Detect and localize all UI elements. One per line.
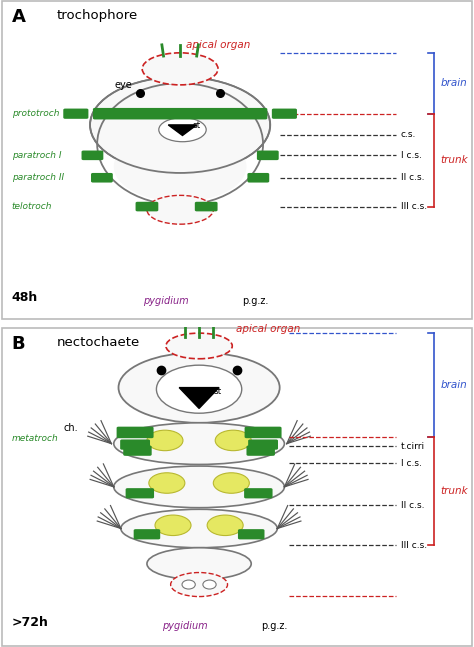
Text: >72h: >72h — [12, 616, 49, 629]
Text: A: A — [12, 8, 26, 26]
FancyBboxPatch shape — [134, 529, 160, 540]
Text: III c.s.: III c.s. — [401, 541, 427, 550]
FancyBboxPatch shape — [246, 446, 275, 455]
FancyBboxPatch shape — [120, 439, 150, 450]
Ellipse shape — [213, 473, 249, 493]
Ellipse shape — [142, 53, 218, 85]
Text: apical organ: apical organ — [186, 40, 250, 50]
Text: pygidium: pygidium — [162, 621, 208, 631]
Text: II c.s.: II c.s. — [401, 173, 424, 182]
Text: metatroch: metatroch — [12, 434, 59, 443]
Ellipse shape — [114, 466, 284, 508]
Text: nectochaete: nectochaete — [57, 336, 140, 349]
Text: p.g.z.: p.g.z. — [261, 621, 287, 631]
Text: brain: brain — [441, 380, 467, 390]
Ellipse shape — [118, 353, 280, 423]
Text: st: st — [193, 121, 201, 130]
FancyBboxPatch shape — [195, 202, 218, 212]
Ellipse shape — [91, 78, 269, 172]
Text: ch.: ch. — [64, 423, 79, 433]
Ellipse shape — [147, 195, 213, 225]
Ellipse shape — [155, 515, 191, 536]
FancyBboxPatch shape — [63, 109, 88, 119]
Text: st: st — [213, 387, 221, 396]
Text: I c.s.: I c.s. — [401, 459, 421, 468]
FancyBboxPatch shape — [93, 108, 267, 120]
Text: c.s.: c.s. — [401, 130, 416, 139]
Ellipse shape — [171, 573, 228, 597]
FancyBboxPatch shape — [272, 109, 297, 119]
FancyBboxPatch shape — [248, 439, 278, 450]
Text: apical organ: apical organ — [236, 324, 300, 334]
Ellipse shape — [215, 430, 251, 451]
Ellipse shape — [159, 118, 206, 142]
FancyBboxPatch shape — [117, 426, 154, 438]
Ellipse shape — [156, 365, 242, 413]
FancyBboxPatch shape — [247, 173, 269, 182]
Ellipse shape — [114, 131, 246, 202]
Text: trochophore: trochophore — [57, 9, 138, 22]
Text: prototroch: prototroch — [12, 109, 59, 118]
Text: p.g.z.: p.g.z. — [242, 296, 268, 306]
Text: brain: brain — [441, 78, 467, 88]
Text: II c.s.: II c.s. — [401, 501, 424, 510]
FancyBboxPatch shape — [126, 488, 154, 498]
FancyBboxPatch shape — [82, 151, 103, 160]
FancyBboxPatch shape — [244, 488, 273, 498]
Polygon shape — [179, 388, 219, 408]
FancyBboxPatch shape — [136, 202, 158, 212]
Ellipse shape — [147, 430, 183, 451]
Text: paratroch I: paratroch I — [12, 151, 61, 160]
Text: paratroch II: paratroch II — [12, 173, 64, 182]
Ellipse shape — [166, 333, 232, 358]
Text: trunk: trunk — [441, 155, 468, 165]
FancyBboxPatch shape — [257, 151, 279, 160]
Polygon shape — [168, 125, 197, 135]
Text: III c.s.: III c.s. — [401, 202, 427, 211]
Text: eye: eye — [115, 80, 133, 90]
FancyBboxPatch shape — [238, 529, 264, 540]
Text: B: B — [12, 334, 26, 353]
FancyBboxPatch shape — [91, 173, 113, 182]
Ellipse shape — [149, 473, 185, 493]
FancyBboxPatch shape — [2, 1, 472, 319]
Ellipse shape — [182, 580, 195, 589]
Text: pygidium: pygidium — [143, 296, 189, 306]
FancyBboxPatch shape — [245, 426, 282, 438]
FancyBboxPatch shape — [2, 328, 472, 646]
Ellipse shape — [90, 77, 270, 173]
Ellipse shape — [121, 509, 277, 548]
Text: trunk: trunk — [441, 486, 468, 496]
Ellipse shape — [147, 548, 251, 580]
Ellipse shape — [207, 515, 243, 536]
Ellipse shape — [203, 580, 216, 589]
Text: t.cirri: t.cirri — [401, 442, 425, 451]
Text: telotroch: telotroch — [12, 202, 52, 211]
Text: 48h: 48h — [12, 291, 38, 304]
Ellipse shape — [114, 423, 284, 465]
FancyBboxPatch shape — [123, 446, 152, 455]
Text: I c.s.: I c.s. — [401, 151, 421, 160]
